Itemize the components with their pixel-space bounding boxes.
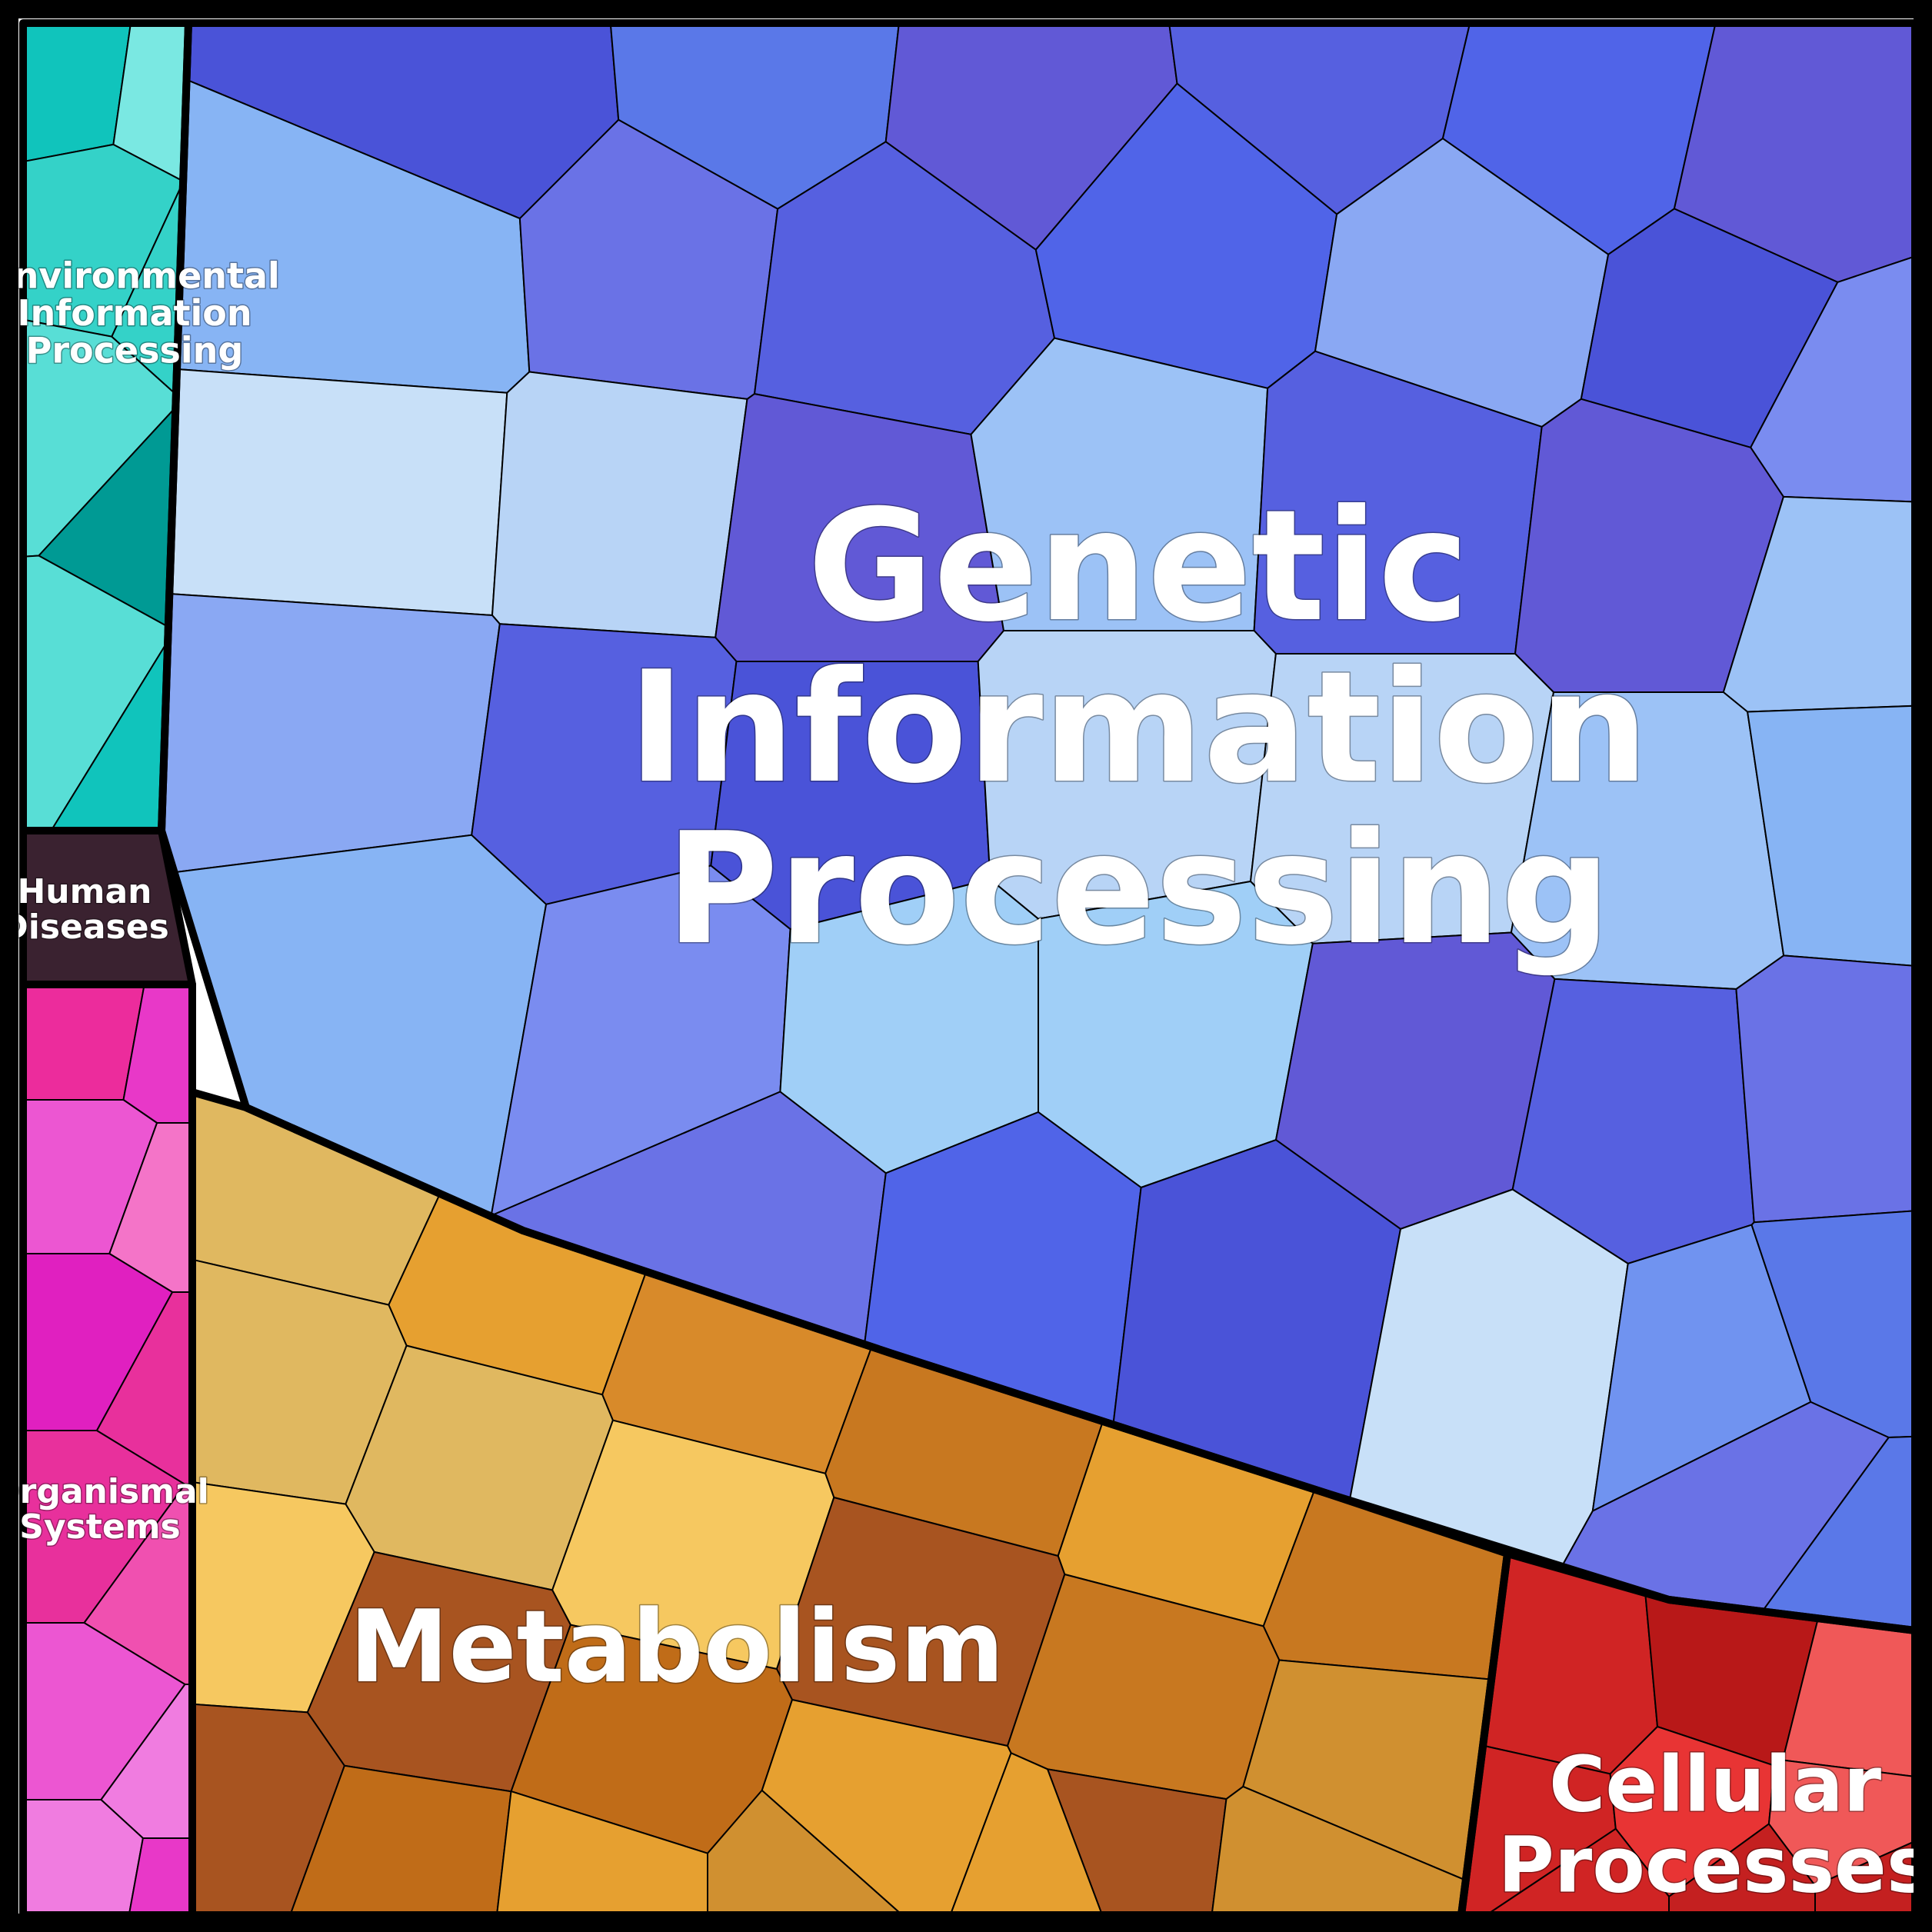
environmental-label: EnvironmentalInformationProcessing xyxy=(0,255,280,371)
human-label: HumanDiseases xyxy=(0,872,169,947)
genetic-cell xyxy=(1736,955,1915,1222)
organismal-label: OrganismalSystems xyxy=(0,1472,209,1547)
genetic-cell xyxy=(169,369,507,615)
voronoi-treemap: GeneticInformationProcessingMetabolismCe… xyxy=(0,0,1932,1932)
cellular-label: CellularProcesses xyxy=(1498,1740,1932,1910)
genetic-cell xyxy=(492,372,748,638)
metabolism-label: Metabolism xyxy=(349,1588,1004,1705)
genetic-cell xyxy=(162,594,500,872)
